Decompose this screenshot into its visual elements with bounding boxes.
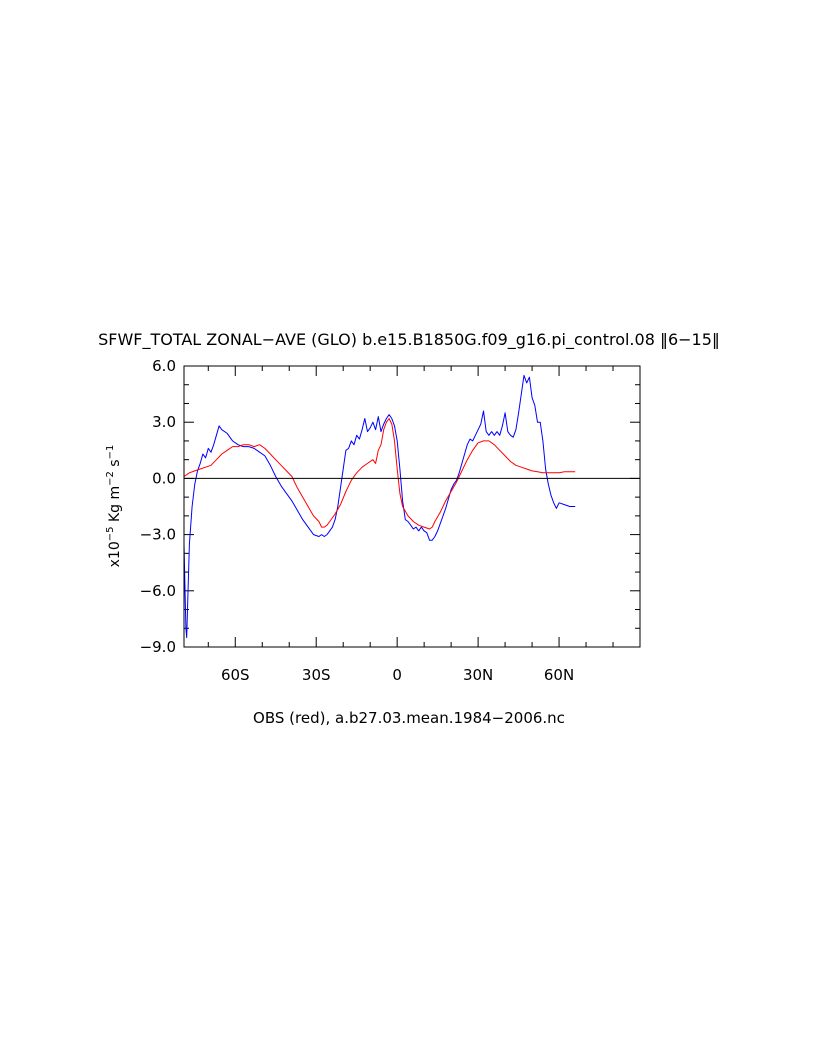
svg-text:x10−5 Kg m−2 s−1: x10−5 Kg m−2 s−1 (105, 445, 123, 568)
model-series-line (183, 374, 576, 639)
y-axis-label: x10−5 Kg m−2 s−1 (105, 445, 123, 568)
plot-frame (183, 365, 641, 648)
y-tick-label: −3.0 (140, 526, 176, 544)
y-label-mid2: s (107, 459, 123, 471)
chart-title: SFWF_TOTAL ZONAL−AVE (GLO) b.e15.B1850G.… (98, 330, 720, 350)
y-tick-label: −9.0 (140, 638, 176, 656)
x-tick-label: 60N (544, 666, 574, 684)
x-tick-label: 60S (221, 666, 250, 684)
x-tick-label: 0 (392, 666, 402, 684)
y-tick-label: 0.0 (152, 469, 176, 487)
obs-series-line (183, 418, 576, 530)
x-tick-label: 30N (463, 666, 493, 684)
y-label-exp2: −2 (105, 471, 116, 486)
y-tick-label: 3.0 (152, 413, 176, 431)
y-tick-label: −6.0 (140, 582, 176, 600)
y-label-prefix: x10 (107, 541, 123, 567)
x-tick-label: 30S (302, 666, 331, 684)
y-label-exp1: −5 (105, 527, 116, 542)
y-label-mid: Kg m (107, 486, 123, 527)
y-tick-label: 6.0 (152, 357, 176, 375)
y-label-exp3: −1 (105, 445, 116, 460)
series-layer (183, 374, 576, 639)
x-axis-caption: OBS (red), a.b27.03.mean.1984−2006.nc (253, 709, 565, 727)
axis-tick-labels: 6.0 3.0 0.0 −3.0 −6.0 −9.0 60S 30S 0 30N 60N (140, 357, 575, 684)
